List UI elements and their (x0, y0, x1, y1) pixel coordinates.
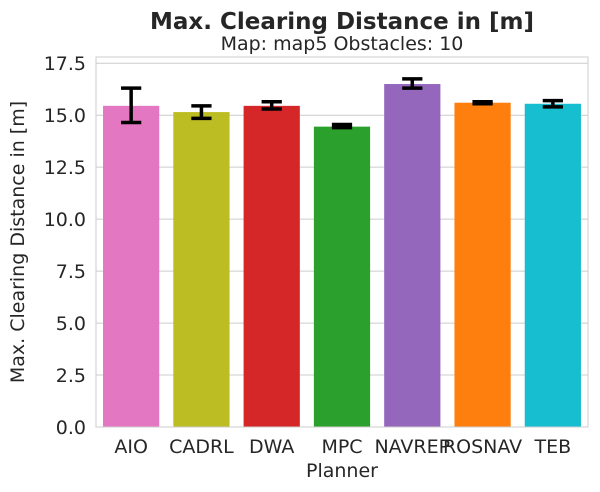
bar-dwa (243, 105, 300, 427)
y-tick-labels: 0.0 2.5 5.0 7.5 10.0 12.5 15.0 17.5 (44, 53, 86, 439)
y-tick-label: 17.5 (44, 53, 86, 75)
x-tick-label: CADRL (169, 436, 234, 458)
y-tick-label: 2.5 (56, 365, 86, 387)
y-axis-label: Max. Clearing Distance in [m] (7, 101, 29, 383)
x-axis-label: Planner (306, 460, 378, 482)
bar-rosnav (454, 102, 511, 427)
y-tick-label: 12.5 (44, 157, 86, 179)
plot-frame (95, 56, 589, 428)
y-tick-label: 10.0 (44, 209, 86, 231)
bar-navrep (384, 84, 441, 428)
error-bar-aio (121, 86, 142, 125)
bar-mpc (313, 126, 371, 428)
bar-aio (103, 105, 160, 427)
x-tick-label: AIO (114, 436, 148, 458)
error-bars (121, 77, 563, 130)
bar-teb (524, 103, 581, 428)
chart-subtitle: Map: map5 Obstacles: 10 (221, 33, 464, 55)
error-bar-teb (542, 98, 563, 109)
y-tick-label: 0.0 (56, 417, 86, 439)
error-bar-rosnav (472, 99, 493, 106)
bar-cadrl (173, 112, 230, 428)
error-bar-mpc (331, 122, 353, 130)
bars (103, 84, 581, 428)
x-tick-label: DWA (249, 436, 294, 458)
error-bar-navrep (402, 77, 423, 90)
x-tick-label: NAVREP (374, 436, 450, 458)
x-tick-label: ROSNAV (443, 436, 522, 458)
chart-title: Max. Clearing Distance in [m] (150, 9, 534, 35)
x-tick-label: MPC (321, 436, 362, 458)
error-bar-cadrl (191, 104, 212, 121)
x-tick-label: TEB (534, 436, 572, 458)
y-tick-label: 15.0 (44, 105, 86, 127)
y-tick-label: 7.5 (56, 261, 86, 283)
y-tick-label: 5.0 (56, 313, 86, 335)
error-bar-dwa (261, 99, 282, 111)
